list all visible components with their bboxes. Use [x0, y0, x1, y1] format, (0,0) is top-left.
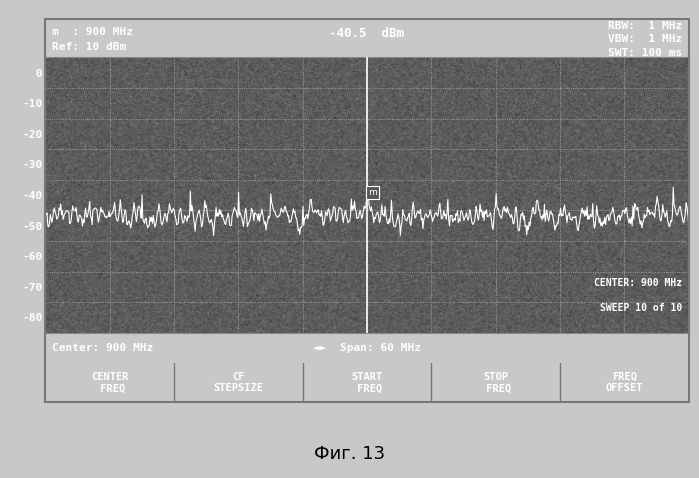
Text: Фиг. 13: Фиг. 13: [314, 445, 385, 463]
Text: -40.5  dBm: -40.5 dBm: [329, 27, 405, 40]
Text: START
 FREQ: START FREQ: [352, 371, 382, 393]
Text: CENTER: 900 MHz: CENTER: 900 MHz: [594, 278, 682, 288]
Text: CF
STEPSIZE: CF STEPSIZE: [213, 371, 264, 393]
Text: SWT: 100 ms: SWT: 100 ms: [608, 48, 682, 58]
Text: m: m: [368, 188, 377, 197]
Text: CENTER
 FREQ: CENTER FREQ: [91, 371, 129, 393]
Text: Ref: 10 dBm: Ref: 10 dBm: [52, 42, 126, 52]
Text: m  : 900 MHz: m : 900 MHz: [52, 27, 133, 37]
Text: SWEEP 10 of 10: SWEEP 10 of 10: [600, 303, 682, 313]
Text: STOP
 FREQ: STOP FREQ: [480, 371, 511, 393]
Text: Center: 900 MHz: Center: 900 MHz: [52, 343, 153, 353]
Text: FREQ
OFFSET: FREQ OFFSET: [605, 371, 643, 393]
Text: VBW:  1 MHz: VBW: 1 MHz: [608, 34, 682, 44]
Text: ◄►  Span: 60 MHz: ◄► Span: 60 MHz: [313, 343, 421, 353]
Text: RBW:  1 MHz: RBW: 1 MHz: [608, 21, 682, 31]
